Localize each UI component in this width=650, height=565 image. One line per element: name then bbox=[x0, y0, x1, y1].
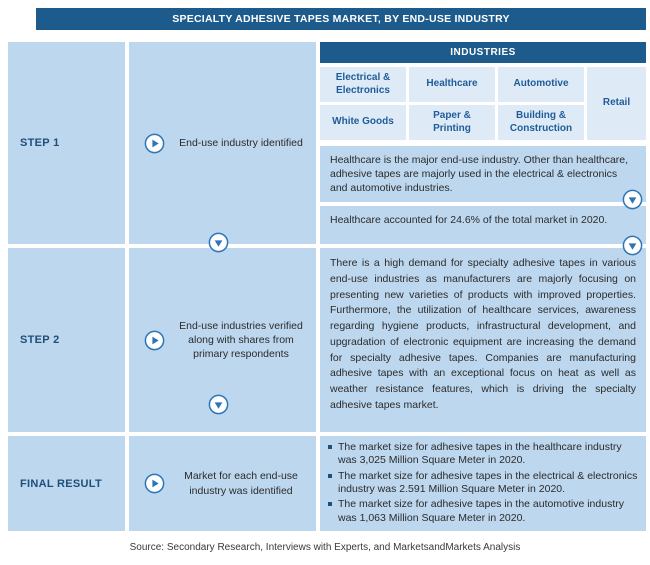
down-arrow-icon bbox=[208, 394, 229, 415]
page-title: SPECIALTY ADHESIVE TAPES MARKET, BY END-… bbox=[172, 13, 510, 25]
industries-header: INDUSTRIES bbox=[450, 47, 516, 58]
play-icon bbox=[144, 473, 165, 494]
list-item: The market size for adhesive tapes in th… bbox=[328, 441, 638, 468]
title-bar: SPECIALTY ADHESIVE TAPES MARKET, BY END-… bbox=[36, 8, 646, 30]
industries-header-bar: INDUSTRIES bbox=[320, 42, 646, 63]
industry-box-healthcare: Healthcare bbox=[409, 67, 495, 102]
industry-box-paper-printing: Paper & Printing bbox=[409, 105, 495, 140]
step2-description-box: End-use industries verified along with s… bbox=[129, 248, 316, 432]
down-arrow-icon bbox=[622, 235, 643, 256]
list-item: The market size for adhesive tapes in th… bbox=[328, 470, 638, 497]
industry-box-building-construction: Building & Construction bbox=[498, 105, 584, 140]
step1-description: End-use industry identified bbox=[179, 136, 303, 149]
final-result-bullets-box: The market size for adhesive tapes in th… bbox=[320, 436, 646, 531]
step1-label-box: STEP 1 bbox=[8, 42, 125, 244]
step2-label-box: STEP 2 bbox=[8, 248, 125, 432]
industry-box-retail: Retail bbox=[587, 67, 646, 140]
play-icon bbox=[144, 330, 165, 350]
step1-note-2: Healthcare accounted for 24.6% of the to… bbox=[320, 206, 646, 244]
step2-label: STEP 2 bbox=[20, 334, 60, 346]
bullet-square-icon bbox=[328, 502, 332, 507]
source-note: Source: Secondary Research, Interviews w… bbox=[129, 542, 521, 553]
bullet-square-icon bbox=[328, 445, 332, 449]
bullet-square-icon bbox=[328, 473, 332, 478]
industry-box-electrical-electronics: Electrical & Electronics bbox=[320, 67, 406, 102]
final-result-label: FINAL RESULT bbox=[20, 477, 103, 490]
step2-description: End-use industries verified along with s… bbox=[179, 319, 303, 361]
step2-detail-paragraph: There is a high demand for specialty adh… bbox=[320, 248, 646, 432]
final-result-label-box: FINAL RESULT bbox=[8, 436, 125, 531]
final-result-description-box: Market for each end-use industry was ide… bbox=[129, 436, 316, 531]
play-icon bbox=[144, 133, 165, 153]
step1-description-box: End-use industry identified bbox=[129, 42, 316, 244]
industry-box-automotive: Automotive bbox=[498, 67, 584, 102]
industry-box-white-goods: White Goods bbox=[320, 105, 406, 140]
down-arrow-icon bbox=[622, 189, 643, 210]
list-item: The market size for adhesive tapes in th… bbox=[328, 498, 638, 525]
final-result-description: Market for each end-use industry was ide… bbox=[184, 470, 298, 497]
down-arrow-icon bbox=[208, 232, 229, 253]
step1-note-1: Healthcare is the major end-use industry… bbox=[320, 146, 646, 202]
step1-label: STEP 1 bbox=[20, 137, 60, 149]
